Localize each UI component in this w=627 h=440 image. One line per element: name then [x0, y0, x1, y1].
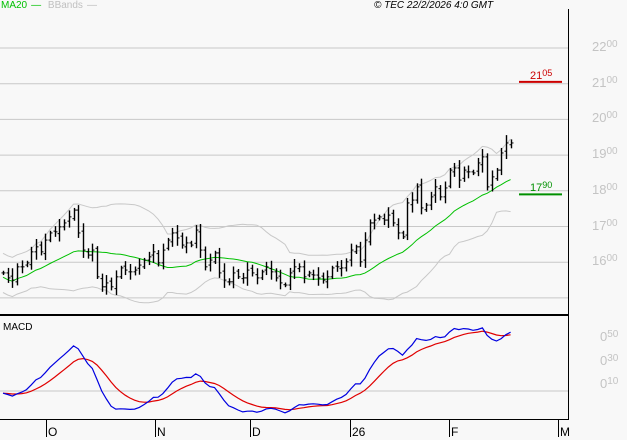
price-tick-label-int: 20 — [592, 110, 607, 126]
copyright: © TEC 22/2/2026 4:0 GMT — [374, 0, 494, 11]
time-tick-label: F — [451, 425, 459, 439]
macd-lines — [2, 327, 511, 414]
legend: MA20— BBands — — [1, 0, 101, 11]
resistance-label-dec: 05 — [542, 67, 553, 78]
macd-title: MACD — [3, 322, 33, 333]
price-tick-label: 1700 — [592, 218, 618, 233]
price-tick-label: 1800 — [592, 182, 618, 197]
grid — [0, 47, 568, 392]
bband-lower — [2, 210, 511, 304]
macd-line — [2, 327, 511, 414]
price-tick-label-int: 21 — [592, 74, 607, 90]
price-tick-label: 2100 — [592, 75, 618, 90]
resistance-label-int: 21 — [530, 69, 543, 82]
price-tick-label: 1900 — [592, 146, 618, 161]
price-tick-label-int: 18 — [592, 181, 607, 197]
macd-tick-label-int: 0 — [600, 376, 608, 391]
macd-tick-label-dec: 10 — [607, 376, 619, 387]
support-label: 1790 — [530, 179, 552, 194]
time-tick-label: N — [157, 425, 166, 439]
time-tick-label: 26 — [352, 425, 366, 439]
price-tick-label-int: 19 — [592, 146, 607, 162]
support-label-dec: 90 — [542, 180, 553, 191]
price-tick-label-dec: 00 — [606, 181, 618, 193]
macd-tick-label: 030 — [600, 353, 618, 368]
price-tick-label: 2200 — [592, 39, 618, 54]
legend-bbands-label: BBands — [47, 0, 83, 11]
bollinger-bands — [2, 138, 511, 304]
time-tick-label: M — [560, 425, 570, 439]
price-tick-label-int: 22 — [592, 39, 607, 54]
price-tick-label-dec: 00 — [606, 39, 618, 50]
macd-tick-label-int: 0 — [600, 329, 608, 344]
macd-tick-label: 010 — [600, 376, 618, 391]
time-tick-label: O — [48, 425, 58, 439]
legend-bbands: BBands — — [47, 0, 97, 11]
price-tick-label-dec: 00 — [606, 146, 618, 158]
price-tick-label-dec: 00 — [606, 110, 618, 122]
resistance-label: 2105 — [530, 67, 552, 82]
macd-tick-label-dec: 30 — [607, 352, 619, 364]
price-tick-label: 2000 — [592, 110, 618, 125]
price-tick-label-int: 17 — [592, 217, 607, 233]
macd-tick-label: 050 — [600, 329, 618, 344]
time-tick-label: D — [252, 425, 261, 439]
price-tick-label-dec: 00 — [606, 74, 618, 86]
levels — [519, 80, 562, 196]
price-tick-label: 1600 — [592, 253, 618, 268]
frame — [0, 9, 569, 437]
macd-tick-label-dec: 50 — [607, 329, 619, 340]
price-tick-label-dec: 00 — [606, 217, 618, 229]
support-label-int: 17 — [530, 182, 543, 195]
macd-signal-line — [2, 330, 511, 411]
price-bars — [1, 135, 514, 296]
legend-ma20-label: MA20 — [1, 0, 28, 11]
legend-ma20: MA20— — [1, 0, 42, 11]
price-tick-label-dec: 00 — [606, 253, 618, 265]
macd-tick-label-int: 0 — [600, 352, 608, 368]
bband-upper — [2, 138, 511, 258]
price-tick-label-int: 16 — [592, 253, 607, 269]
